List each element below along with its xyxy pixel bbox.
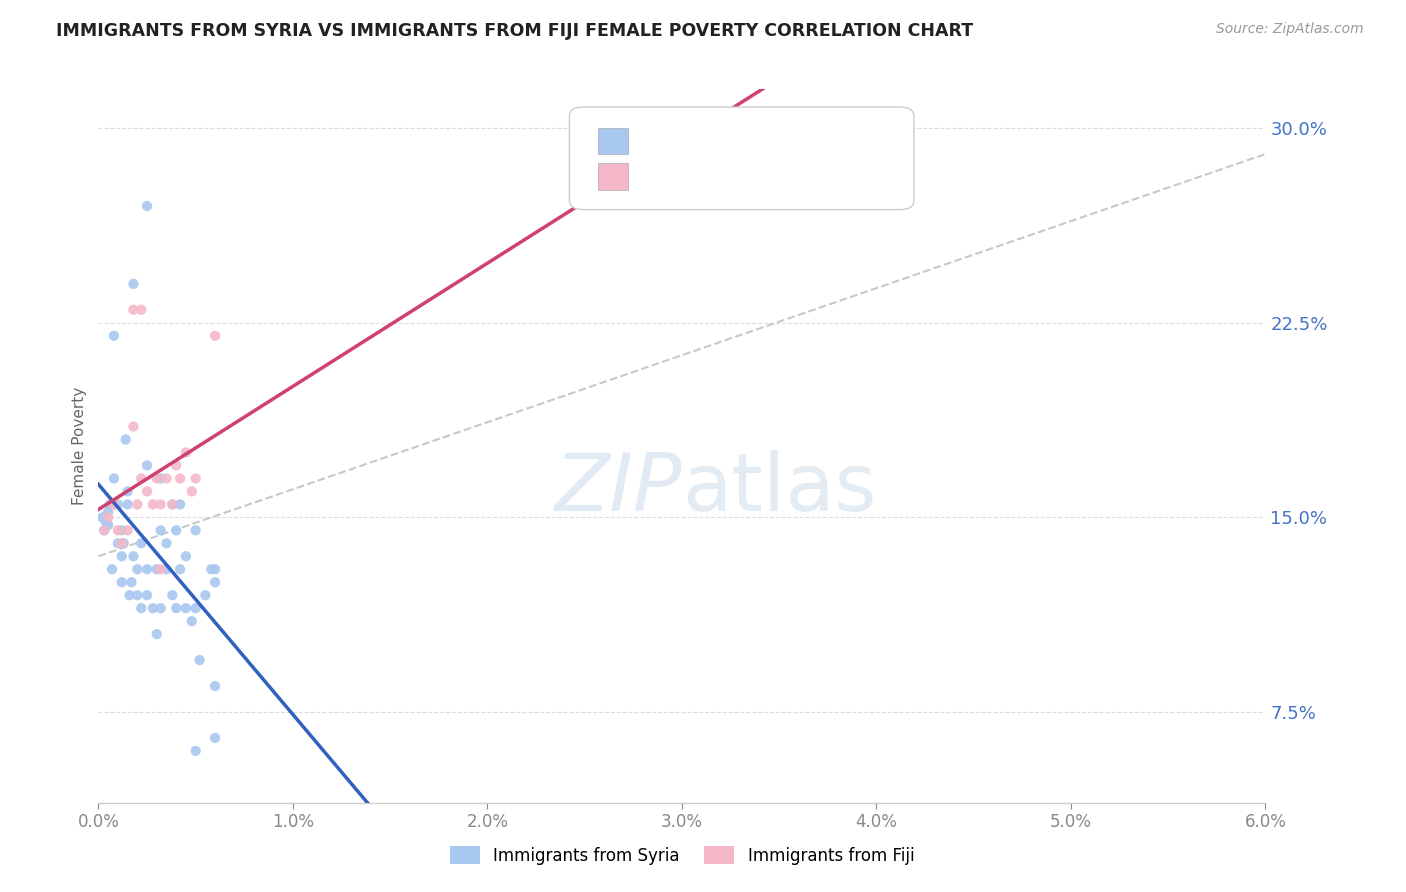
Point (204, 731, 226, 745)
Point (165, 458, 187, 473)
Point (111, 536, 134, 550)
Point (107, 497, 129, 511)
Point (97, 518, 120, 533)
Point (127, 562, 149, 576)
Point (97, 510, 120, 524)
Point (149, 524, 172, 538)
Text: atlas: atlas (682, 450, 876, 528)
Point (136, 588, 159, 602)
Point (149, 562, 172, 576)
Point (122, 302, 145, 317)
Point (184, 524, 207, 538)
Point (136, 562, 159, 576)
Point (188, 653, 211, 667)
Point (127, 588, 149, 602)
Point (146, 627, 169, 641)
Point (169, 562, 191, 576)
Point (142, 497, 165, 511)
Point (155, 562, 177, 576)
Point (155, 471, 177, 485)
Point (204, 562, 226, 576)
Point (122, 277, 145, 291)
Point (103, 497, 125, 511)
Point (149, 497, 172, 511)
Point (96, 516, 118, 530)
Point (200, 562, 222, 576)
Text: ZIP: ZIP (554, 450, 682, 528)
Point (117, 484, 139, 499)
Point (149, 471, 172, 485)
Point (127, 497, 149, 511)
Text: IMMIGRANTS FROM SYRIA VS IMMIGRANTS FROM FIJI FEMALE POVERTY CORRELATION CHART: IMMIGRANTS FROM SYRIA VS IMMIGRANTS FROM… (56, 22, 973, 40)
Point (93, 524, 115, 538)
Point (184, 471, 207, 485)
Point (122, 549, 145, 564)
Point (174, 549, 197, 564)
Point (111, 524, 134, 538)
Point (136, 458, 159, 473)
Point (136, 484, 159, 499)
Point (101, 562, 124, 576)
Point (204, 679, 226, 693)
Point (142, 601, 165, 615)
Point (162, 497, 184, 511)
Point (114, 433, 136, 447)
Point (194, 588, 217, 602)
Y-axis label: Female Poverty: Female Poverty (72, 387, 87, 505)
Point (162, 588, 184, 602)
Point (122, 419, 145, 434)
Point (169, 471, 191, 485)
Text: R = -0.294   N = 58: R = -0.294 N = 58 (640, 132, 830, 150)
Point (180, 484, 202, 499)
Point (146, 562, 169, 576)
Point (121, 575, 143, 590)
Point (174, 445, 197, 459)
Point (136, 199, 159, 213)
Point (165, 601, 187, 615)
Text: Source: ZipAtlas.com: Source: ZipAtlas.com (1216, 22, 1364, 37)
Point (174, 601, 197, 615)
Point (111, 575, 134, 590)
Point (204, 575, 226, 590)
Point (149, 601, 172, 615)
Point (204, 328, 226, 343)
Point (107, 524, 129, 538)
Point (91, 510, 114, 524)
Point (103, 497, 125, 511)
Point (146, 471, 169, 485)
Point (169, 497, 191, 511)
Point (111, 549, 134, 564)
Point (162, 497, 184, 511)
Point (103, 328, 125, 343)
Point (93, 524, 115, 538)
Point (103, 471, 125, 485)
Legend: Immigrants from Syria, Immigrants from Fiji: Immigrants from Syria, Immigrants from F… (441, 838, 922, 873)
Point (117, 497, 139, 511)
Point (129, 601, 152, 615)
Text: R =  0.583   N = 24: R = 0.583 N = 24 (640, 168, 830, 186)
Point (107, 536, 129, 550)
Point (118, 588, 141, 602)
Point (155, 536, 177, 550)
Point (112, 536, 135, 550)
Point (129, 471, 152, 485)
Point (98, 497, 121, 511)
Point (97, 505, 120, 519)
Point (184, 601, 207, 615)
Point (117, 524, 139, 538)
Point (165, 524, 187, 538)
Point (184, 744, 207, 758)
Point (180, 614, 202, 628)
Point (129, 536, 152, 550)
Point (129, 302, 152, 317)
